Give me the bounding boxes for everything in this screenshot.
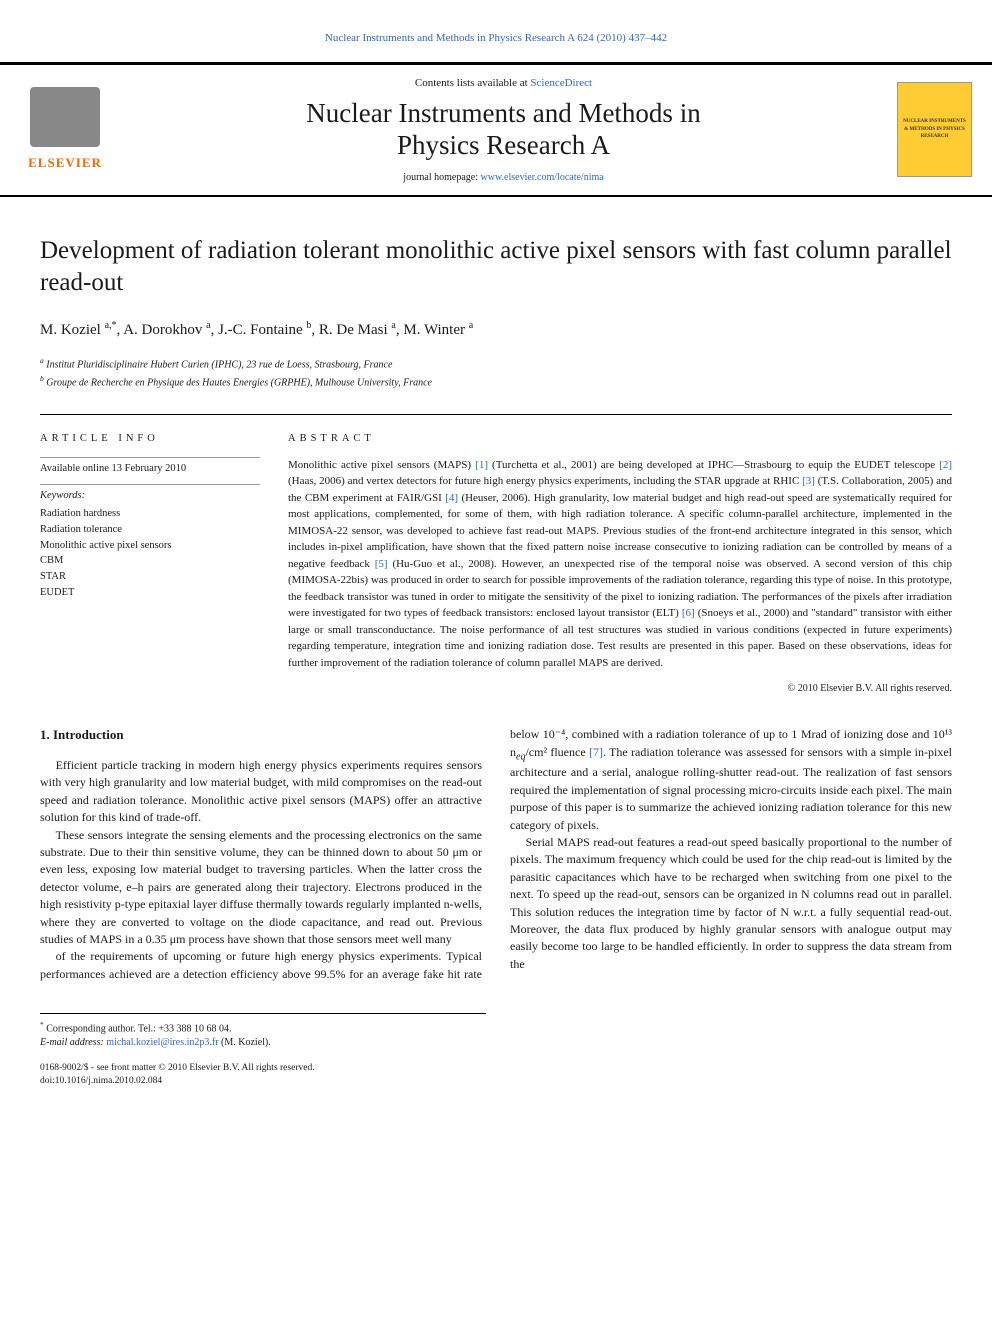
affiliation-b: b Groupe de Recherche en Physique des Ha…: [40, 373, 952, 390]
journal-ref-link[interactable]: Nuclear Instruments and Methods in Physi…: [325, 32, 667, 44]
article-info-block: ARTICLE INFO Available online 13 Februar…: [40, 431, 260, 696]
email-suffix: (M. Koziel).: [221, 1037, 271, 1048]
keywords-label: Keywords:: [40, 488, 260, 504]
citation-link[interactable]: [1]: [475, 459, 488, 471]
info-divider-2: [40, 484, 260, 485]
footnote-line1: * Corresponding author. Tel.: +33 388 10…: [40, 1020, 486, 1036]
journal-name: Nuclear Instruments and Methods in Physi…: [128, 97, 879, 162]
contents-prefix: Contents lists available at: [415, 77, 530, 89]
footnote-line2: E-mail address: michal.koziel@ires.in2p3…: [40, 1036, 486, 1050]
keyword-item: STAR: [40, 569, 260, 585]
section-heading: 1. Introduction: [40, 726, 482, 745]
keyword-item: CBM: [40, 553, 260, 569]
body-p4: Serial MAPS read-out features a read-out…: [510, 834, 952, 973]
journal-cover-thumb: NUCLEAR INSTRUMENTS & METHODS IN PHYSICS…: [897, 82, 972, 177]
citation-link[interactable]: [5]: [375, 558, 388, 570]
citation-link[interactable]: [4]: [445, 492, 458, 504]
doi-line: doi:10.1016/j.nima.2010.02.084: [40, 1075, 952, 1087]
affiliation-a: a Institut Pluridisciplinaire Hubert Cur…: [40, 355, 952, 372]
citation-link[interactable]: [7]: [589, 745, 603, 759]
keyword-item: Radiation tolerance: [40, 522, 260, 538]
elsevier-wordmark: ELSEVIER: [28, 153, 102, 173]
online-date: Available online 13 February 2010: [40, 461, 260, 477]
body-p1: Efficient particle tracking in modern hi…: [40, 757, 482, 827]
abstract-text: Monolithic active pixel sensors (MAPS) […: [288, 457, 952, 672]
masthead-center: Contents lists available at ScienceDirec…: [128, 75, 879, 185]
homepage-prefix: journal homepage:: [403, 172, 480, 183]
cover-text: NUCLEAR INSTRUMENTS & METHODS IN PHYSICS…: [902, 118, 967, 141]
masthead: ELSEVIER Contents lists available at Sci…: [0, 62, 992, 197]
sciencedirect-link[interactable]: ScienceDirect: [530, 77, 592, 89]
contents-list-line: Contents lists available at ScienceDirec…: [128, 75, 879, 92]
footnote-corr-text: Corresponding author. Tel.: +33 388 10 6…: [46, 1023, 231, 1034]
journal-ref-header: Nuclear Instruments and Methods in Physi…: [0, 0, 992, 62]
email-label: E-mail address:: [40, 1037, 104, 1048]
citation-link[interactable]: [2]: [939, 459, 952, 471]
corresponding-author-footnote: * Corresponding author. Tel.: +33 388 10…: [40, 1013, 486, 1050]
section-number: 1.: [40, 727, 50, 742]
article-title: Development of radiation tolerant monoli…: [40, 235, 952, 300]
keyword-item: EUDET: [40, 585, 260, 601]
info-divider: [40, 457, 260, 458]
journal-name-line2: Physics Research A: [397, 130, 610, 160]
homepage-line: journal homepage: www.elsevier.com/locat…: [128, 170, 879, 185]
keywords-list: Radiation hardnessRadiation toleranceMon…: [40, 506, 260, 601]
info-abstract-row: ARTICLE INFO Available online 13 Februar…: [40, 414, 952, 696]
abstract-heading: ABSTRACT: [288, 431, 952, 447]
keyword-item: Radiation hardness: [40, 506, 260, 522]
affiliations: a Institut Pluridisciplinaire Hubert Cur…: [40, 355, 952, 390]
article-info-heading: ARTICLE INFO: [40, 431, 260, 447]
front-matter-line: 0168-9002/$ - see front matter © 2010 El…: [40, 1062, 952, 1074]
keyword-item: Monolithic active pixel sensors: [40, 538, 260, 554]
authors-line: M. Koziel a,*, A. Dorokhov a, J.-C. Font…: [40, 318, 952, 342]
journal-name-line1: Nuclear Instruments and Methods in: [306, 98, 700, 128]
footer-block: 0168-9002/$ - see front matter © 2010 El…: [40, 1062, 952, 1087]
abstract-block: ABSTRACT Monolithic active pixel sensors…: [288, 431, 952, 696]
body-columns: 1. Introduction Efficient particle track…: [40, 726, 952, 983]
abstract-copyright: © 2010 Elsevier B.V. All rights reserved…: [288, 681, 952, 696]
elsevier-logo: ELSEVIER: [20, 82, 110, 177]
author-email-link[interactable]: michal.koziel@ires.in2p3.fr: [106, 1037, 218, 1048]
elsevier-tree-icon: [30, 87, 100, 147]
citation-link[interactable]: [6]: [682, 607, 695, 619]
section-title: Introduction: [53, 727, 124, 742]
citation-link[interactable]: [3]: [802, 475, 815, 487]
footnote-marker: *: [40, 1020, 44, 1029]
homepage-link[interactable]: www.elsevier.com/locate/nima: [481, 172, 604, 183]
body-p2: These sensors integrate the sensing elem…: [40, 827, 482, 949]
